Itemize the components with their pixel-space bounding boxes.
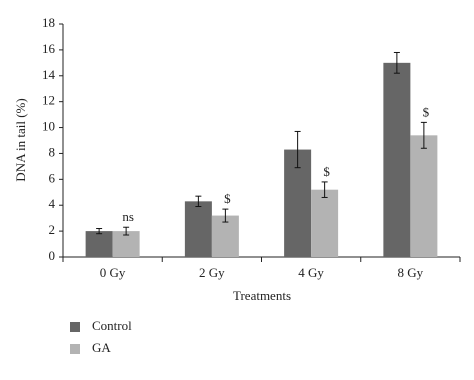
- y-tick-label: 4: [49, 196, 56, 211]
- error-bar: [420, 121, 427, 149]
- x-axis-label: Treatments: [233, 288, 291, 303]
- y-tick-label: 6: [49, 170, 56, 185]
- y-tick-label: 2: [49, 222, 56, 237]
- bar: [383, 62, 411, 258]
- x-tick-label: 2 Gy: [199, 265, 225, 280]
- legend-swatch: [70, 344, 80, 354]
- error-bar: [222, 208, 229, 223]
- error-bar: [294, 130, 301, 169]
- bar: [85, 231, 113, 257]
- annotation: ns: [122, 209, 134, 224]
- x-tick-label: 8 Gy: [398, 265, 424, 280]
- y-tick-label: 10: [42, 119, 55, 134]
- bar: [311, 189, 339, 257]
- y-tick-label: 0: [49, 248, 56, 263]
- y-tick-label: 14: [42, 67, 56, 82]
- x-tick-label: 4 Gy: [298, 265, 324, 280]
- y-tick-label: 18: [42, 15, 55, 30]
- x-tick-label: 0 Gy: [100, 265, 126, 280]
- legend-label: GA: [92, 340, 111, 355]
- y-axis-label: DNA in tail (%): [13, 98, 28, 181]
- annotation: $: [224, 191, 231, 206]
- error-bar: [96, 228, 103, 235]
- annotation: $: [423, 104, 430, 119]
- error-bar: [123, 226, 130, 236]
- error-bar: [195, 195, 202, 208]
- y-tick-label: 12: [42, 93, 55, 108]
- bar: [184, 201, 212, 257]
- bar: [410, 135, 438, 257]
- y-tick-label: 8: [49, 144, 56, 159]
- legend-swatch: [70, 322, 80, 332]
- y-tick-label: 16: [42, 41, 56, 56]
- error-bar: [393, 51, 400, 74]
- legend-label: Control: [92, 318, 132, 333]
- annotation: $: [323, 164, 330, 179]
- error-bar: [321, 181, 328, 198]
